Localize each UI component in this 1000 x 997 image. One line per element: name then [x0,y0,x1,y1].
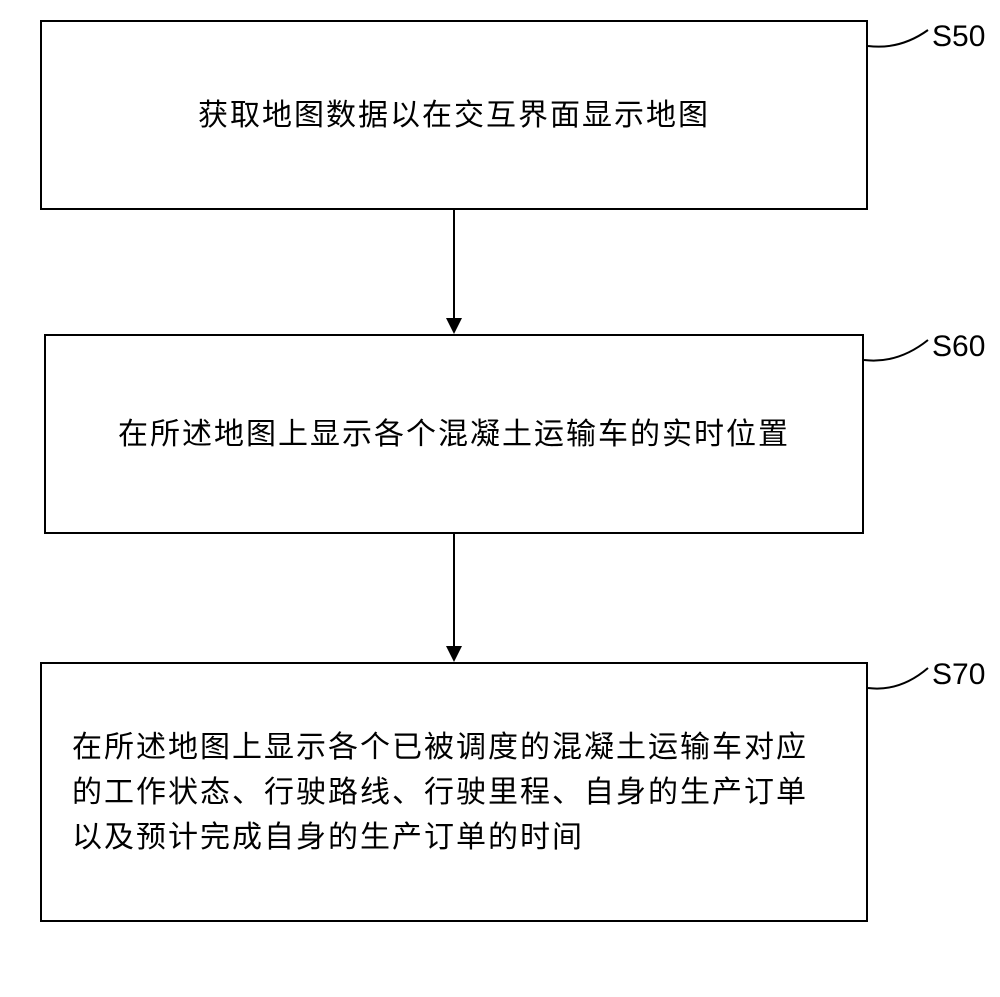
step-s60-text: 在所述地图上显示各个混凝土运输车的实时位置 [118,412,790,457]
step-s70-box: 在所述地图上显示各个已被调度的混凝土运输车对应的工作状态、行驶路线、行驶里程、自… [40,662,868,922]
step-s70-label: S70 [932,658,985,692]
arrow-s60-s70 [440,534,468,666]
step-s60-leader [856,334,940,374]
step-s50-leader [860,20,940,60]
step-s70-leader [860,662,940,702]
step-s50-label: S50 [932,20,985,54]
step-s50-box: 获取地图数据以在交互界面显示地图 [40,20,868,210]
step-s60-box: 在所述地图上显示各个混凝土运输车的实时位置 [44,334,864,534]
step-s70-text: 在所述地图上显示各个已被调度的混凝土运输车对应的工作状态、行驶路线、行驶里程、自… [72,725,836,860]
step-s60-label: S60 [932,330,985,364]
step-s50-text: 获取地图数据以在交互界面显示地图 [198,93,710,138]
arrow-s50-s60 [440,210,468,338]
